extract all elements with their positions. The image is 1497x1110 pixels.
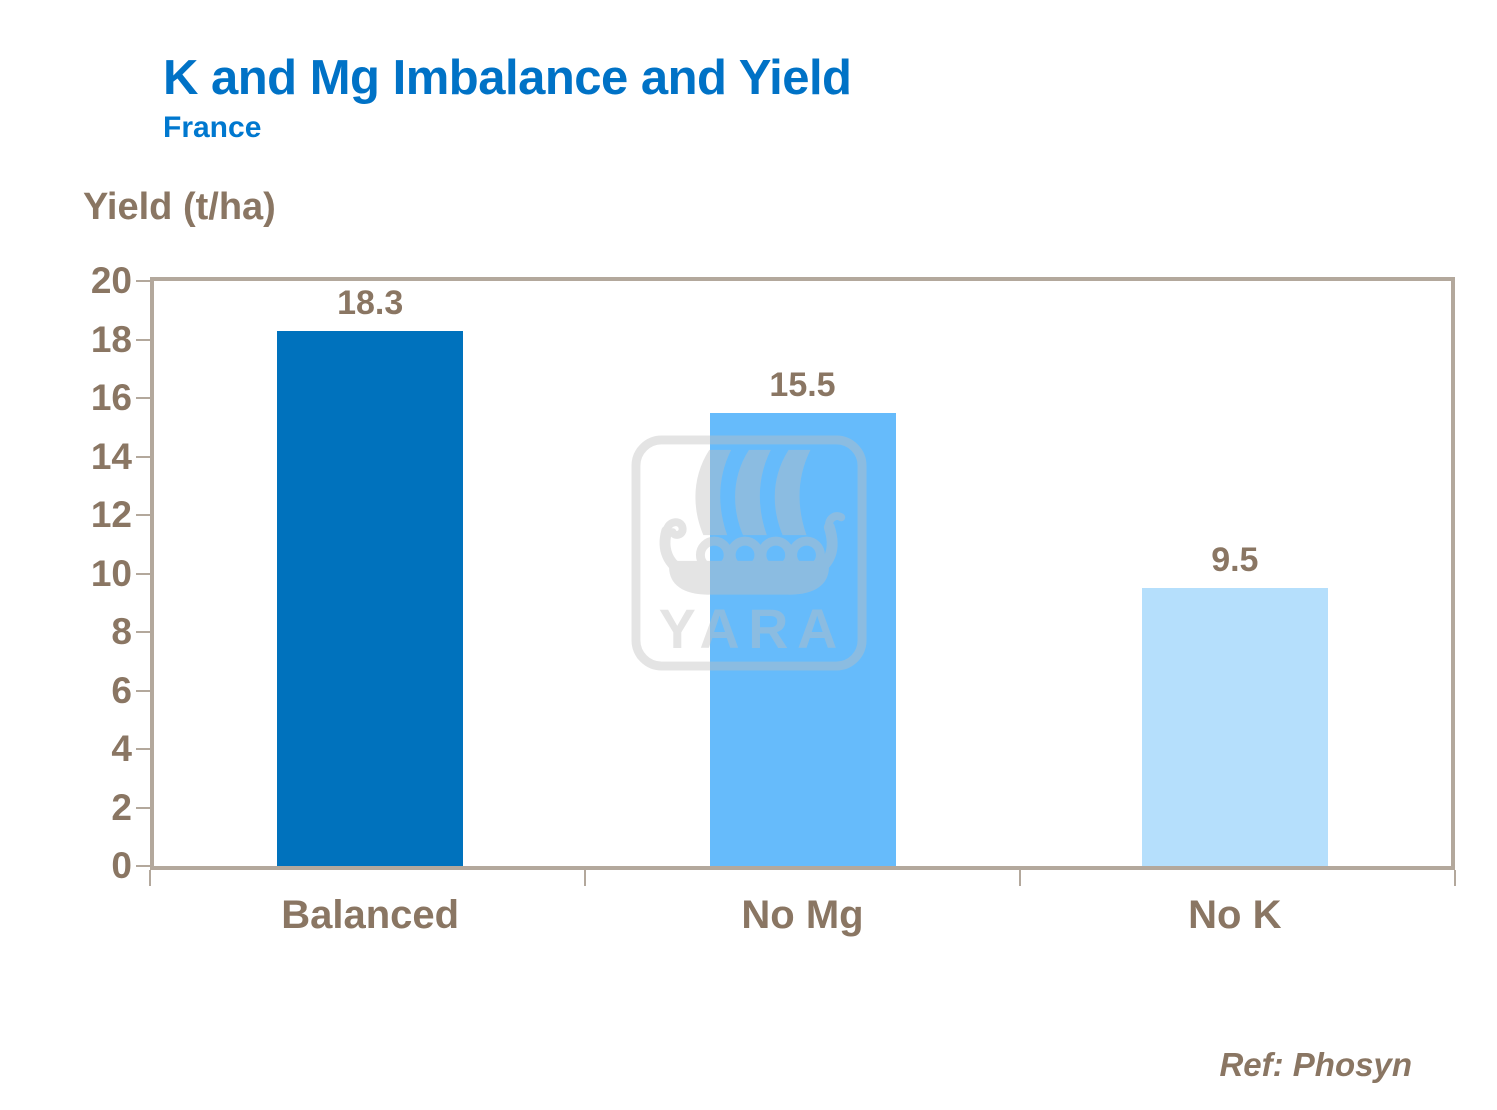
y-tick-mark [136, 514, 150, 516]
y-tick-mark [136, 748, 150, 750]
y-tick-label: 4 [0, 729, 132, 769]
bar-no-mg [710, 413, 896, 866]
page-title: K and Mg Imbalance and Yield [163, 50, 852, 106]
slide: K and Mg Imbalance and Yield France Yiel… [0, 0, 1497, 1110]
y-tick-label: 12 [0, 495, 132, 535]
y-tick-mark [136, 339, 150, 341]
y-tick-label: 14 [0, 437, 132, 477]
y-tick-mark [136, 865, 150, 867]
y-tick-label: 18 [0, 320, 132, 360]
bar-value-label: 18.3 [270, 283, 470, 323]
x-category-label: Balanced [210, 891, 530, 939]
y-tick-label: 10 [0, 554, 132, 594]
y-tick-mark [136, 280, 150, 282]
x-tick-mark [1019, 870, 1021, 886]
reference-note: Ref: Phosyn [1219, 1046, 1412, 1084]
x-tick-mark [1454, 870, 1456, 886]
x-tick-mark [584, 870, 586, 886]
y-tick-mark [136, 456, 150, 458]
x-category-label: No Mg [643, 891, 963, 939]
y-tick-mark [136, 397, 150, 399]
y-tick-label: 0 [0, 846, 132, 886]
bar-balanced [277, 331, 463, 866]
y-tick-label: 2 [0, 788, 132, 828]
y-tick-label: 6 [0, 671, 132, 711]
y-axis-title: Yield (t/ha) [83, 186, 276, 229]
page-subtitle: France [163, 111, 261, 145]
x-tick-mark [149, 870, 151, 886]
bar-value-label: 15.5 [703, 365, 903, 405]
bar-value-label: 9.5 [1135, 540, 1335, 580]
y-tick-mark [136, 690, 150, 692]
y-tick-mark [136, 631, 150, 633]
y-tick-label: 8 [0, 612, 132, 652]
y-tick-mark [136, 573, 150, 575]
y-tick-label: 20 [0, 261, 132, 301]
y-tick-label: 16 [0, 378, 132, 418]
bar-no-k [1142, 588, 1328, 866]
y-tick-mark [136, 807, 150, 809]
x-category-label: No K [1075, 891, 1395, 939]
